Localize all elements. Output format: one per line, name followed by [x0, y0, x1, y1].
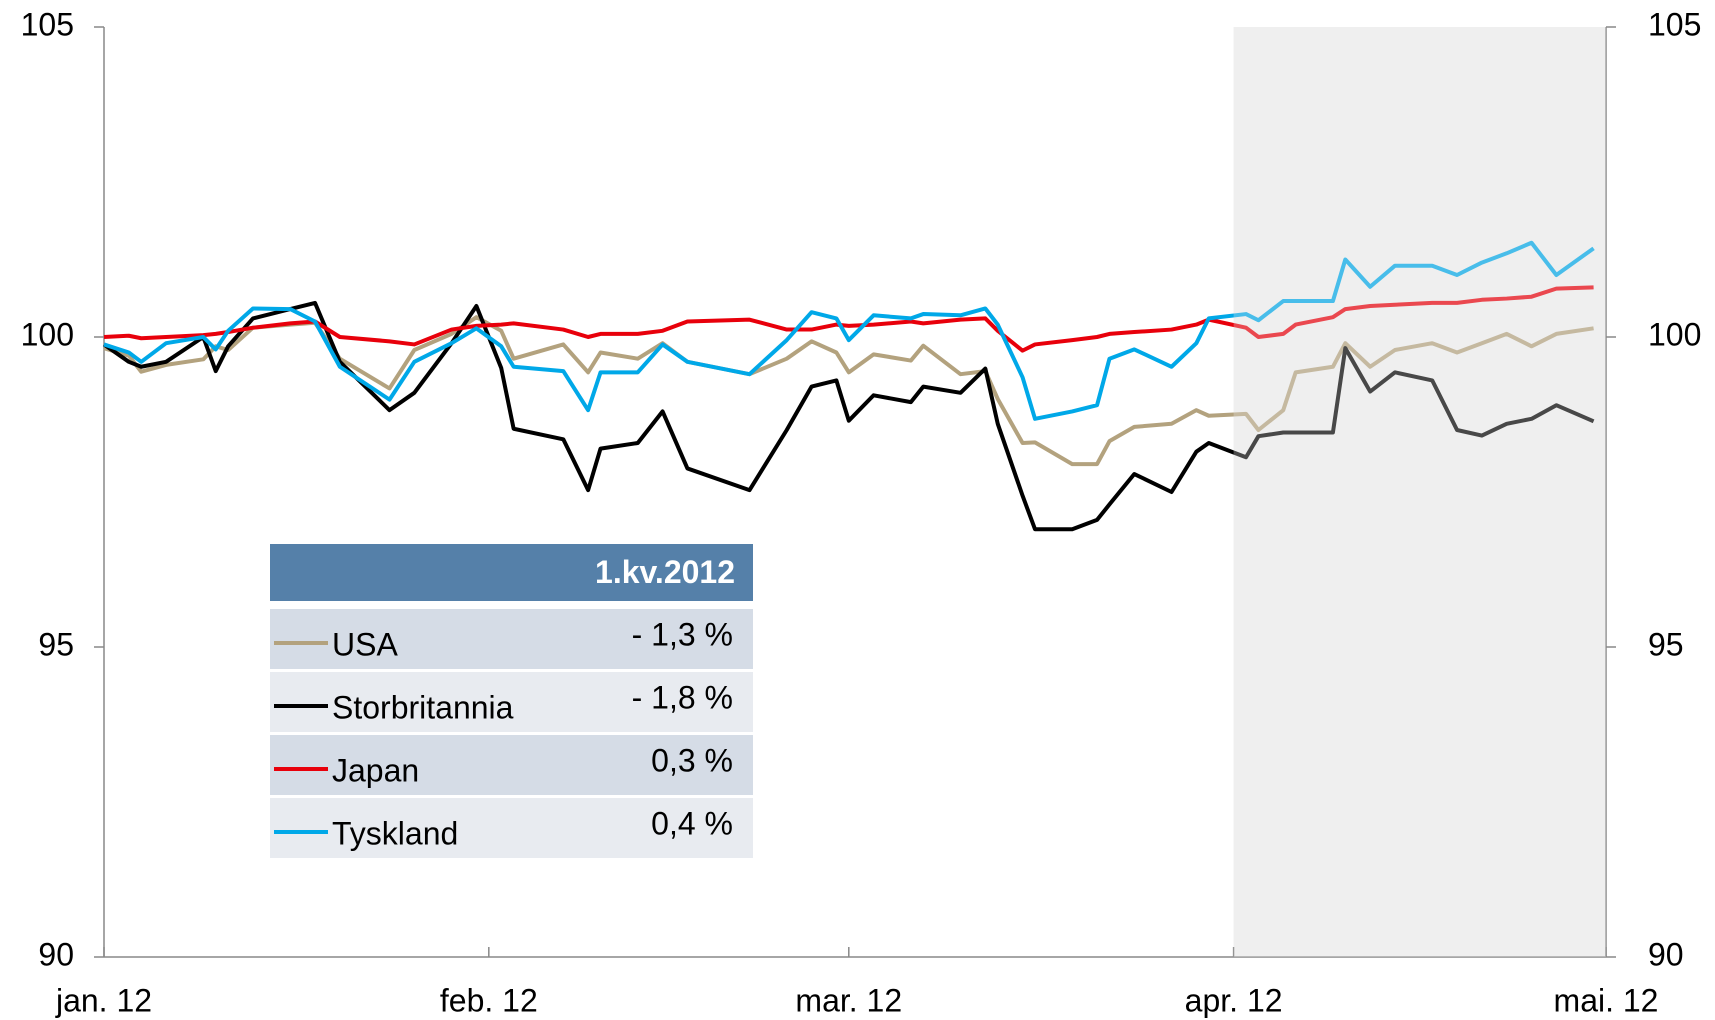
- series-line: [103, 285, 1594, 353]
- y-tick-label: 95: [38, 626, 74, 662]
- legend-row: [270, 735, 753, 795]
- legend-value: - 1,8 %: [632, 679, 733, 715]
- series-line: [103, 240, 1595, 421]
- legend-row: [270, 798, 753, 858]
- y-tick-label: 90: [38, 936, 74, 972]
- legend-value: 0,4 %: [651, 805, 733, 841]
- y2-tick-label: 105: [1648, 6, 1701, 42]
- x-tick-label: jan. 12: [55, 982, 152, 1018]
- y2-tick-label: 95: [1648, 626, 1684, 662]
- x-tick-label: apr. 12: [1185, 982, 1283, 1018]
- x-tick-label: mar. 12: [795, 982, 902, 1018]
- x-tick-label: feb. 12: [440, 982, 538, 1018]
- shaded-overlay: [1233, 27, 1606, 957]
- legend-label: Storbritannia: [332, 689, 514, 725]
- legend-label: USA: [332, 626, 398, 662]
- legend-label: Tyskland: [332, 815, 458, 851]
- series-line: [102, 300, 1595, 532]
- legend-row: [270, 609, 753, 669]
- legend-header-text: 1.kv.2012: [595, 554, 735, 590]
- y-tick-label: 100: [21, 316, 74, 352]
- y2-tick-label: 90: [1648, 936, 1684, 972]
- shaded-period: [1233, 27, 1606, 957]
- x-tick-label: mai. 12: [1554, 982, 1659, 1018]
- legend-row: [270, 672, 753, 732]
- legend-label: Japan: [332, 752, 419, 788]
- y-tick-label: 105: [21, 6, 74, 42]
- legend-header: [270, 544, 753, 601]
- legend-value: 0,3 %: [651, 742, 733, 778]
- legend-value: - 1,3 %: [632, 616, 733, 652]
- y2-tick-label: 100: [1648, 316, 1701, 352]
